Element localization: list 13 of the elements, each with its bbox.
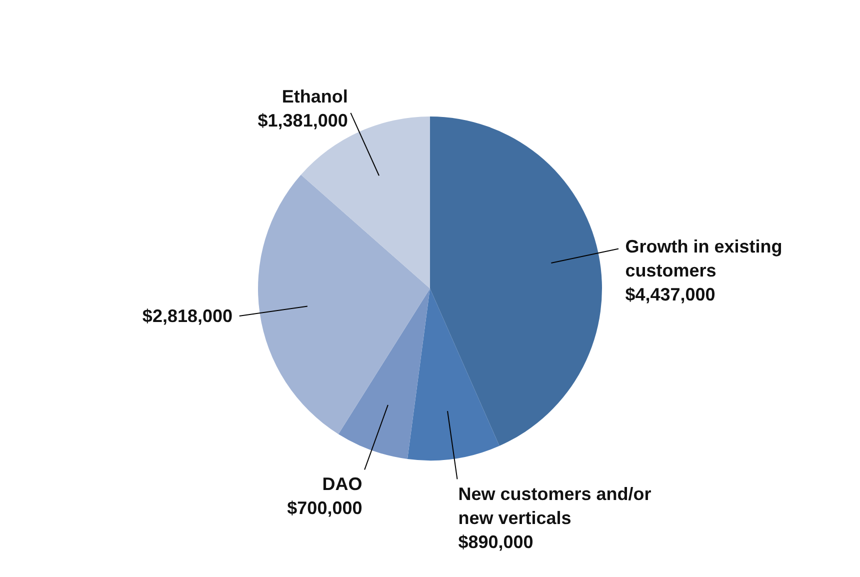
- data-label: $1,381,000: [258, 110, 348, 131]
- pie-slice: [430, 116, 602, 446]
- slice-label: DAO: [322, 474, 362, 494]
- slice-label: Ethanol: [282, 86, 348, 107]
- pie-slice: [338, 288, 430, 460]
- slice-label: Growth in existing customers: [625, 236, 782, 280]
- data-label: $4,437,000: [625, 284, 716, 304]
- slice-label: New customers and/or new verticals: [458, 484, 652, 528]
- data-label: $700,000: [287, 498, 362, 518]
- pie-slice: [258, 174, 430, 434]
- data-label: $2,818,000: [142, 306, 233, 326]
- data-label: $890,000: [458, 532, 534, 552]
- pie-slice: [407, 288, 500, 460]
